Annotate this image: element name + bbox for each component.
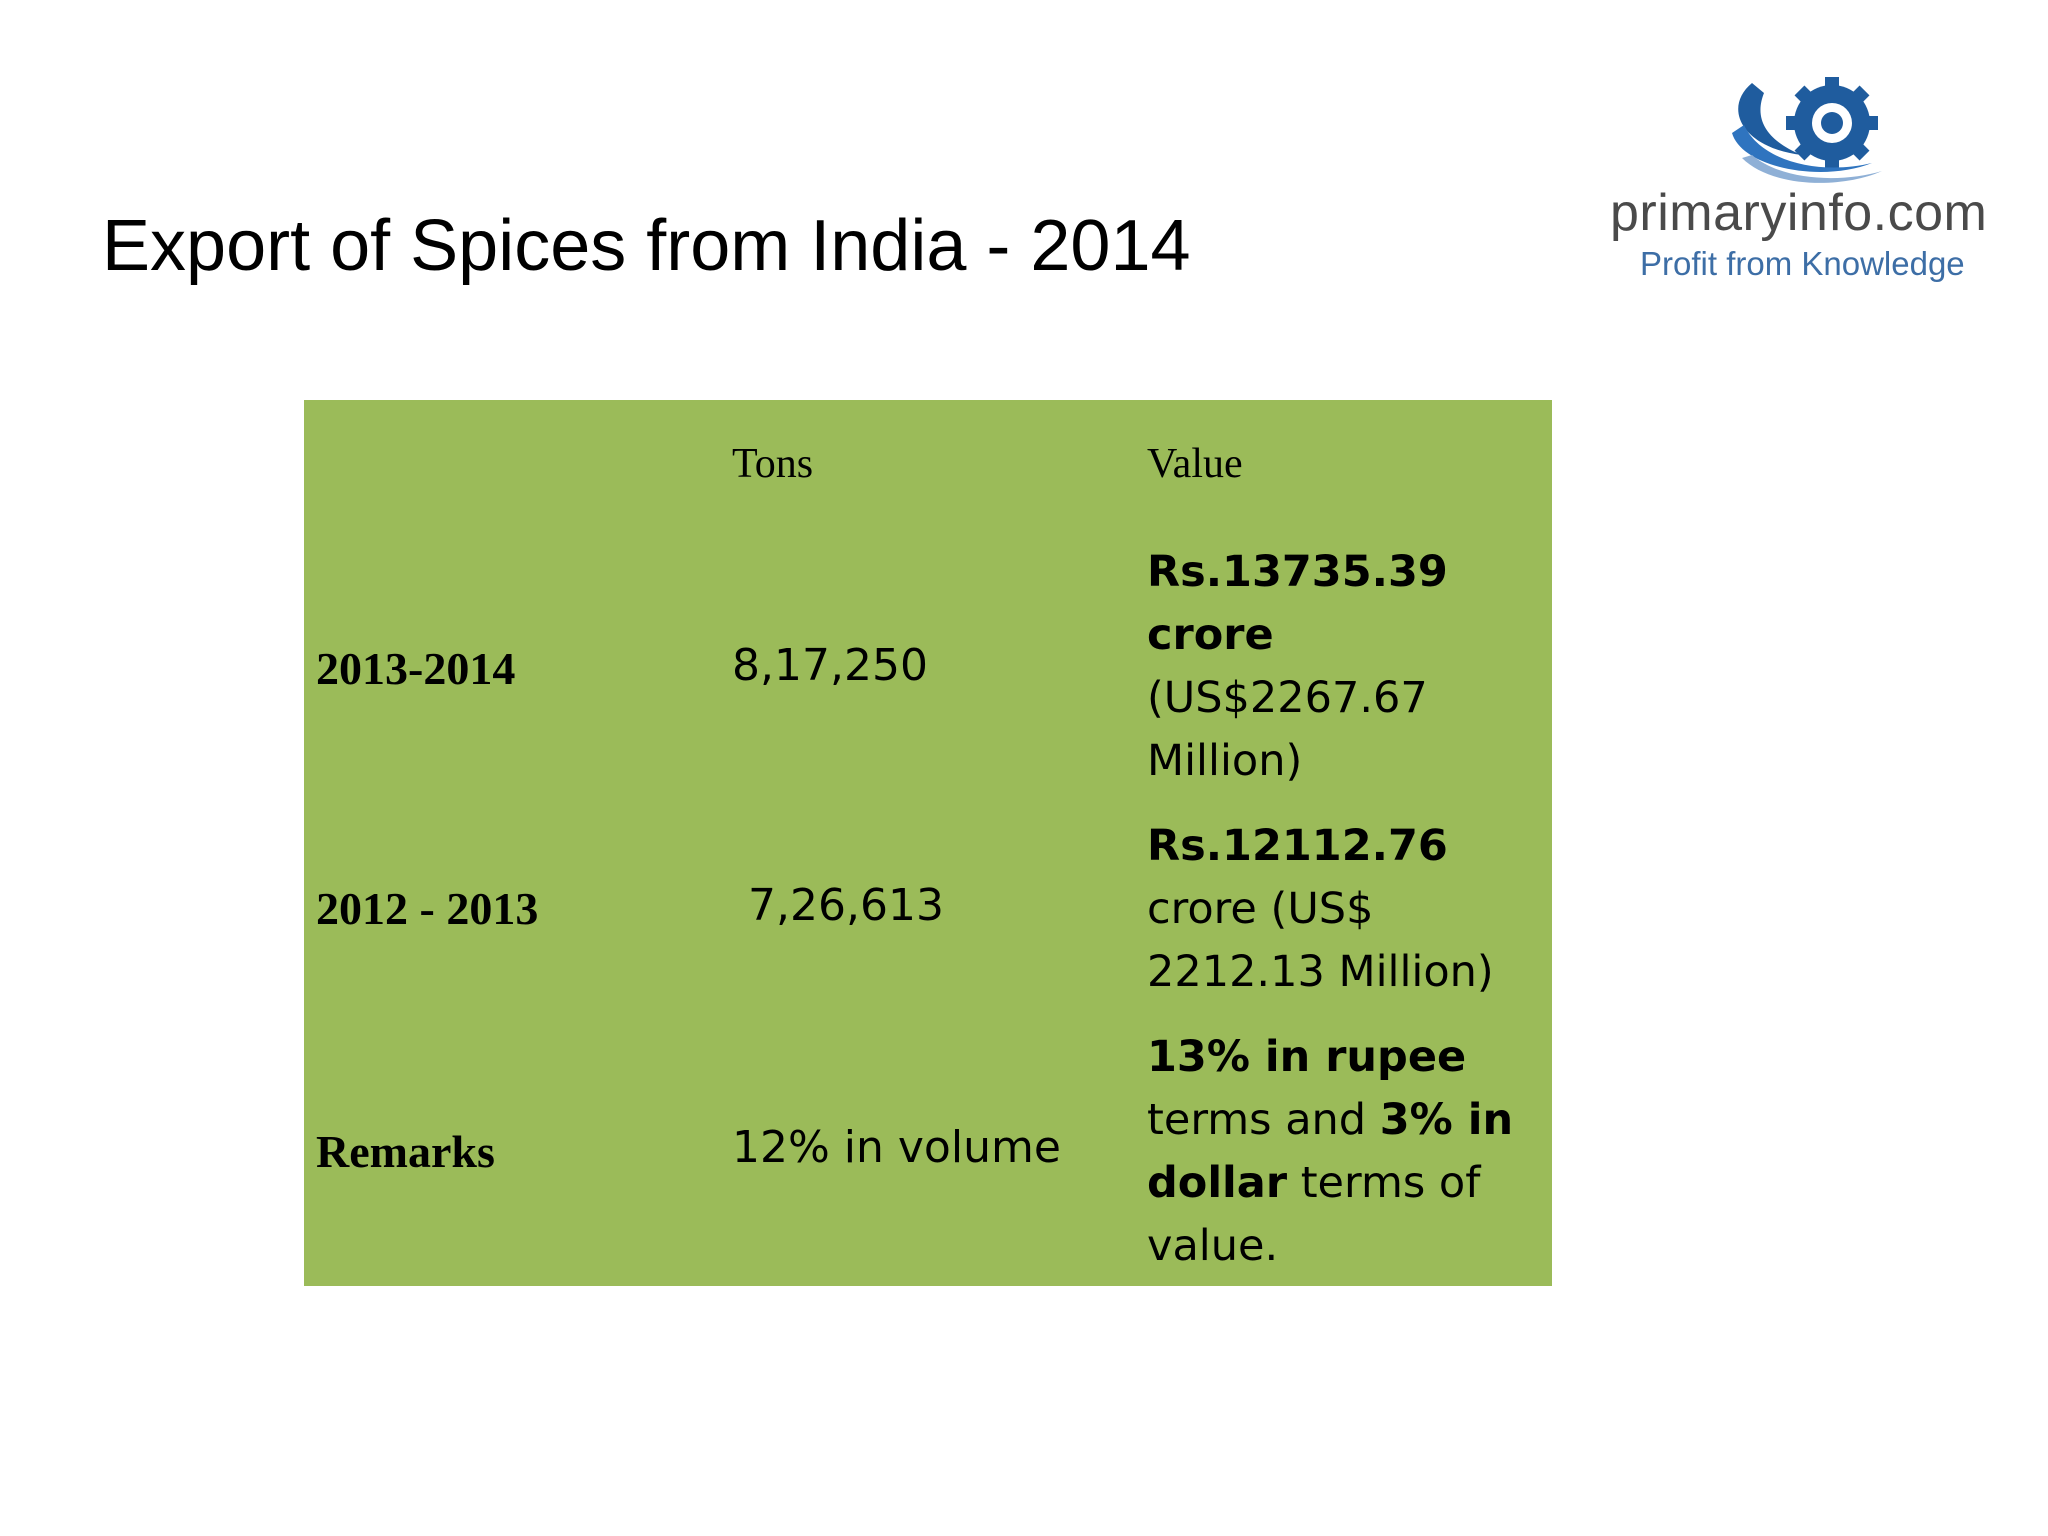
value-remarks-part4: terms of value.: [1147, 1158, 1481, 1271]
header-value: Value: [1147, 441, 1243, 487]
value-2012-2013: Rs.12112.76 crore (US$ 2212.13 Million): [1147, 815, 1527, 1004]
logo-tagline: Profit from Knowledge: [1640, 245, 1965, 282]
row-label-2013-2014: 2013-2014: [316, 643, 516, 694]
tons-2012-2013: 7,26,613: [748, 880, 944, 931]
row-label-remarks: Remarks: [316, 1126, 495, 1177]
value-2012-2013-rest: crore (US$ 2212.13 Million): [1147, 884, 1494, 997]
value-remarks-part2: terms and: [1147, 1095, 1380, 1145]
row-label-2012-2013: 2012 - 2013: [316, 883, 539, 934]
value-remarks-part3: 3% in dollar: [1147, 1095, 1514, 1208]
value-2013-2014-rest: (US$2267.67 Million): [1147, 673, 1428, 786]
tons-2013-2014: 8,17,250: [732, 640, 928, 691]
logo-name: primaryinfo.com: [1610, 184, 1988, 242]
export-table: Tons Value 2013-2014 8,17,250 Rs.13735.3…: [304, 400, 1552, 1286]
value-2012-2013-bold: Rs.12112.76: [1147, 821, 1448, 871]
slide-title: Export of Spices from India - 2014: [102, 206, 1191, 286]
value-2013-2014: Rs.13735.39 crore (US$2267.67 Million): [1147, 541, 1527, 793]
tons-remarks: 12% in volume: [732, 1122, 1061, 1173]
value-remarks-part1: 13% in rupee: [1147, 1032, 1467, 1082]
globe-gear-icon: [1732, 77, 1882, 183]
value-2013-2014-bold: Rs.13735.39 crore: [1147, 547, 1448, 660]
brand-logo: primaryinfo.com Profit from Knowledge: [1600, 55, 2020, 315]
header-tons: Tons: [732, 441, 814, 487]
value-remarks: 13% in rupee terms and 3% in dollar term…: [1147, 1026, 1527, 1278]
